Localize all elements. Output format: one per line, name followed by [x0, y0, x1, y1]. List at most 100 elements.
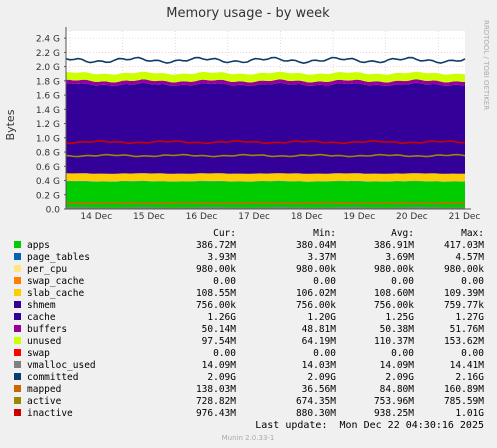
legend-value-max: 0.00	[461, 348, 484, 359]
legend-swatch-mapped	[14, 385, 21, 392]
legend-name-page-tables: page_tables	[27, 252, 90, 263]
y-tick-label: 0.4 G	[36, 177, 60, 187]
legend-value-min: 3.37M	[307, 252, 336, 263]
legend-value-avg: 50.38M	[380, 324, 415, 335]
y-tick-label: 1.8 G	[36, 77, 60, 87]
y-tick-label: 0.8 G	[36, 149, 60, 159]
legend-value-avg: 753.96M	[374, 396, 414, 407]
y-axis-label: Bytes	[4, 109, 17, 140]
legend-value-max: 759.77k	[444, 300, 484, 311]
legend-value-max: 785.59M	[444, 396, 484, 407]
legend-value-max: 2.16G	[455, 372, 484, 383]
legend-value-max: 1.01G	[455, 408, 484, 419]
y-tick-label: 0.6 G	[36, 163, 60, 173]
legend-name-buffers: buffers	[27, 324, 67, 335]
x-tick-label: 16 Dec	[186, 212, 218, 222]
y-tick-label: 1.2 G	[36, 120, 60, 130]
legend-name-mapped: mapped	[27, 384, 61, 395]
legend-value-max: 0.00	[461, 276, 484, 287]
legend-value-min: 48.81M	[302, 324, 337, 335]
y-tick-label: 2.2 G	[36, 49, 60, 59]
y-tick-label: 1.0 G	[36, 134, 60, 144]
legend-value-cur: 976.43M	[196, 408, 236, 419]
legend-value-max: 980.00k	[444, 264, 484, 275]
x-tick-label: 17 Dec	[238, 212, 270, 222]
line-active	[65, 153, 466, 158]
stacked-areas	[66, 71, 465, 209]
area-buffers	[66, 79, 465, 86]
y-tick-label: 2.0 G	[36, 63, 60, 73]
legend-value-cur: 1.26G	[207, 312, 236, 323]
legend-value-cur: 97.54M	[202, 336, 237, 347]
legend-header-cur: Cur:	[213, 228, 236, 239]
legend-value-max: 51.76M	[450, 324, 485, 335]
legend-header-avg: Avg:	[391, 228, 414, 239]
area-cache	[66, 82, 465, 174]
legend-value-min: 756.00k	[296, 300, 336, 311]
legend-value-cur: 138.03M	[196, 384, 236, 395]
legend-value-cur: 386.72M	[196, 240, 236, 251]
legend-value-cur: 728.82M	[196, 396, 236, 407]
legend-name-slab-cache: slab_cache	[27, 288, 84, 299]
legend-value-cur: 3.93M	[207, 252, 236, 263]
legend-name-swap: swap	[27, 348, 50, 359]
x-tick-label: 15 Dec	[133, 212, 165, 222]
footer-version: Munin 2.0.33-1	[222, 434, 275, 442]
legend-swatch-page-tables	[14, 253, 21, 260]
legend-name-inactive: inactive	[27, 408, 73, 419]
legend-name-shmem: shmem	[27, 300, 56, 311]
last-update: Last update: Mon Dec 22 04:30:16 2025	[255, 420, 484, 431]
axes: 0.0 0.2 G 0.4 G 0.6 G 0.8 G 1.0 G 1.2 G 1.4 G 1.…	[36, 27, 480, 222]
legend-swatch-inactive	[14, 409, 21, 416]
legend-name-apps: apps	[27, 240, 50, 251]
y-tick-label: 0.0	[46, 206, 61, 216]
side-credit-label: RRDTOOL / TOBI OETIKER	[482, 20, 490, 110]
legend-swatch-unused	[14, 337, 21, 344]
y-tick-label: 0.2 G	[36, 191, 60, 201]
legend-value-avg: 2.09G	[385, 372, 414, 383]
legend-header-max: Max:	[461, 228, 484, 239]
legend-value-cur: 108.55M	[196, 288, 236, 299]
legend-value-avg: 0.00	[391, 276, 414, 287]
legend-value-avg: 110.37M	[374, 336, 414, 347]
legend-value-min: 1.20G	[307, 312, 336, 323]
legend-value-avg: 3.69M	[385, 252, 414, 263]
legend-value-cur: 980.00k	[196, 264, 236, 275]
legend-value-min: 674.35M	[296, 396, 336, 407]
area-slab-cache	[66, 173, 465, 182]
legend-swatch-shmem	[14, 301, 21, 308]
legend-value-min: 14.03M	[302, 360, 337, 371]
legend-swatch-vmalloc-used	[14, 361, 21, 368]
series-lines	[65, 56, 466, 210]
chart-title: Memory usage - by week	[166, 6, 330, 21]
legend: Cur: Min: Avg: Max: apps 386.72M 380.04M 386.91…	[14, 228, 484, 419]
legend-name-vmalloc-used: vmalloc_used	[27, 360, 96, 371]
x-tick-label: 19 Dec	[343, 212, 375, 222]
line-inactive	[65, 139, 466, 145]
line-committed	[65, 56, 466, 65]
legend-value-cur: 756.00k	[196, 300, 236, 311]
legend-swatch-active	[14, 397, 21, 404]
x-tick-label: 14 Dec	[80, 212, 112, 222]
legend-swatch-per-cpu	[14, 265, 21, 272]
legend-name-active: active	[27, 396, 62, 407]
x-tick-label: 18 Dec	[291, 212, 323, 222]
legend-value-avg: 980.00k	[374, 264, 414, 275]
legend-swatch-swap	[14, 349, 21, 356]
y-tick-label: 1.4 G	[36, 106, 60, 116]
legend-swatch-buffers	[14, 325, 21, 332]
legend-value-min: 0.00	[313, 348, 336, 359]
legend-value-avg: 386.91M	[374, 240, 414, 251]
legend-swatch-swap-cache	[14, 277, 21, 284]
legend-value-max: 417.03M	[444, 240, 484, 251]
area-page-tables	[66, 180, 465, 182]
legend-swatch-committed	[14, 373, 21, 380]
legend-value-avg: 0.00	[391, 348, 414, 359]
area-apps	[66, 181, 465, 209]
legend-value-min: 380.04M	[296, 240, 336, 251]
y-tick-label: 2.4 G	[36, 35, 60, 45]
legend-value-max: 153.62M	[444, 336, 484, 347]
legend-name-committed: committed	[27, 372, 78, 383]
legend-value-cur: 50.14M	[202, 324, 237, 335]
legend-value-min: 0.00	[313, 276, 336, 287]
